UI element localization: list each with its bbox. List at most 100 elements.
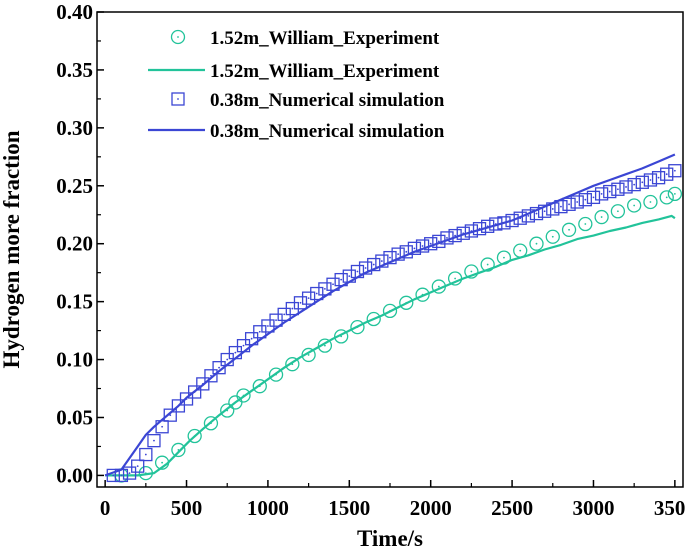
data-point-square [163, 408, 177, 422]
data-point-square [635, 175, 649, 189]
data-point-square [318, 282, 332, 296]
series-line [104, 153, 676, 477]
data-point-square [537, 204, 552, 218]
data-point-square-center [608, 190, 611, 193]
data-point-circle [659, 190, 674, 205]
data-point-circle [415, 287, 430, 302]
data-point-square [627, 177, 641, 192]
data-point-square [131, 459, 145, 473]
legend-label: 0.38m_Numerical simulation [210, 90, 445, 111]
data-point-square-center [527, 215, 530, 217]
data-point-circle [578, 216, 593, 232]
data-point-square [375, 254, 389, 268]
data-point-square-center [405, 250, 408, 253]
data-point-square-center [307, 297, 310, 300]
x-axis-title: Time/s [357, 526, 423, 549]
data-point-square-center [275, 319, 277, 322]
data-point-circle [561, 222, 577, 237]
data-point-circle-center [649, 201, 652, 203]
data-point-square-center [267, 325, 269, 327]
series-2 [106, 164, 682, 483]
data-point-circle [529, 236, 544, 251]
y-tick-labels: 0.00 0.05 0.10 0.15 0.20 0.25 0.30 0.35 0.40 [56, 0, 93, 487]
data-point-square-center [299, 301, 302, 304]
data-point-circle [171, 442, 186, 458]
data-point-square-center [348, 275, 351, 278]
data-point-circle [382, 303, 398, 319]
data-point-square [660, 167, 674, 181]
data-point-circle [480, 257, 495, 272]
data-point-square-center [120, 474, 123, 477]
data-point-square [171, 399, 186, 413]
data-point-circle [545, 229, 560, 244]
y-tick-label: 0.05 [56, 405, 93, 429]
data-point-square [301, 291, 316, 305]
data-point-square-center [535, 212, 538, 215]
data-point-circle [203, 416, 219, 431]
x-tick-label: 0 [100, 496, 111, 520]
data-point-square [570, 195, 584, 209]
data-point-square-center [389, 256, 391, 259]
data-point-circle-center [161, 461, 164, 464]
x-tick-label: 1000 [247, 496, 289, 520]
data-point-square [383, 250, 397, 265]
data-point-square-center [258, 330, 261, 333]
data-point-circle [594, 209, 609, 225]
data-point-square-center [429, 242, 432, 245]
data-point-square-center [161, 425, 164, 428]
data-point-circle-center [600, 216, 603, 218]
data-point-square-center [641, 181, 644, 184]
data-point-square [310, 286, 324, 301]
data-point-square [358, 261, 373, 275]
data-point-square [196, 377, 210, 391]
data-point-square [188, 385, 202, 399]
data-point-square [611, 182, 625, 196]
data-point-square [619, 180, 633, 194]
series-1 [105, 214, 676, 477]
data-point-square-center [446, 237, 448, 239]
plot-frame [96, 11, 684, 488]
data-point-square [407, 241, 422, 255]
data-point-square-center [657, 176, 660, 179]
data-point-circle-center [486, 263, 489, 266]
data-point-square-center [543, 210, 546, 213]
data-point-square-center [250, 337, 253, 340]
y-tick-label: 0.30 [56, 116, 93, 140]
data-point-square [505, 213, 519, 228]
data-point-circle-center [470, 270, 473, 273]
data-point-square [586, 190, 601, 205]
y-tick-label: 0.15 [56, 290, 93, 314]
data-point-square [147, 434, 161, 448]
data-point-square [497, 216, 511, 230]
legend: 1.52m_William_Experiment 1.52m_William_Ex… [148, 28, 445, 142]
data-point-circle-center [584, 223, 587, 225]
data-point-circle [366, 311, 381, 327]
data-point-square-center [560, 205, 562, 208]
data-point-circle-center [535, 242, 538, 245]
data-point-square-center [665, 173, 668, 176]
data-point-square-center [633, 183, 636, 186]
data-point-square [513, 211, 527, 225]
data-point-square [391, 247, 405, 261]
series-3 [104, 153, 676, 477]
legend-square-marker-center [177, 98, 179, 100]
legend-label: 0.38m_Numerical simulation [210, 121, 445, 142]
y-tick-label: 0.20 [56, 232, 93, 256]
data-point-square-center [568, 203, 570, 206]
data-point-circle [220, 403, 235, 418]
data-point-square [179, 392, 194, 406]
legend-label: 1.52m_William_Experiment [210, 28, 440, 49]
data-point-square [668, 164, 682, 178]
data-point-square-center [380, 260, 383, 262]
data-point-circle [464, 264, 479, 279]
x-tick-label: 1500 [328, 496, 370, 520]
data-point-square [139, 447, 153, 462]
data-point-square-center [153, 439, 155, 442]
y-tick-label: 0.00 [56, 463, 93, 487]
data-point-square-center [673, 169, 676, 172]
x-tick-label: 500 [171, 496, 203, 520]
x-tick-label: 2000 [410, 496, 452, 520]
y-tick-label: 0.40 [56, 0, 93, 24]
